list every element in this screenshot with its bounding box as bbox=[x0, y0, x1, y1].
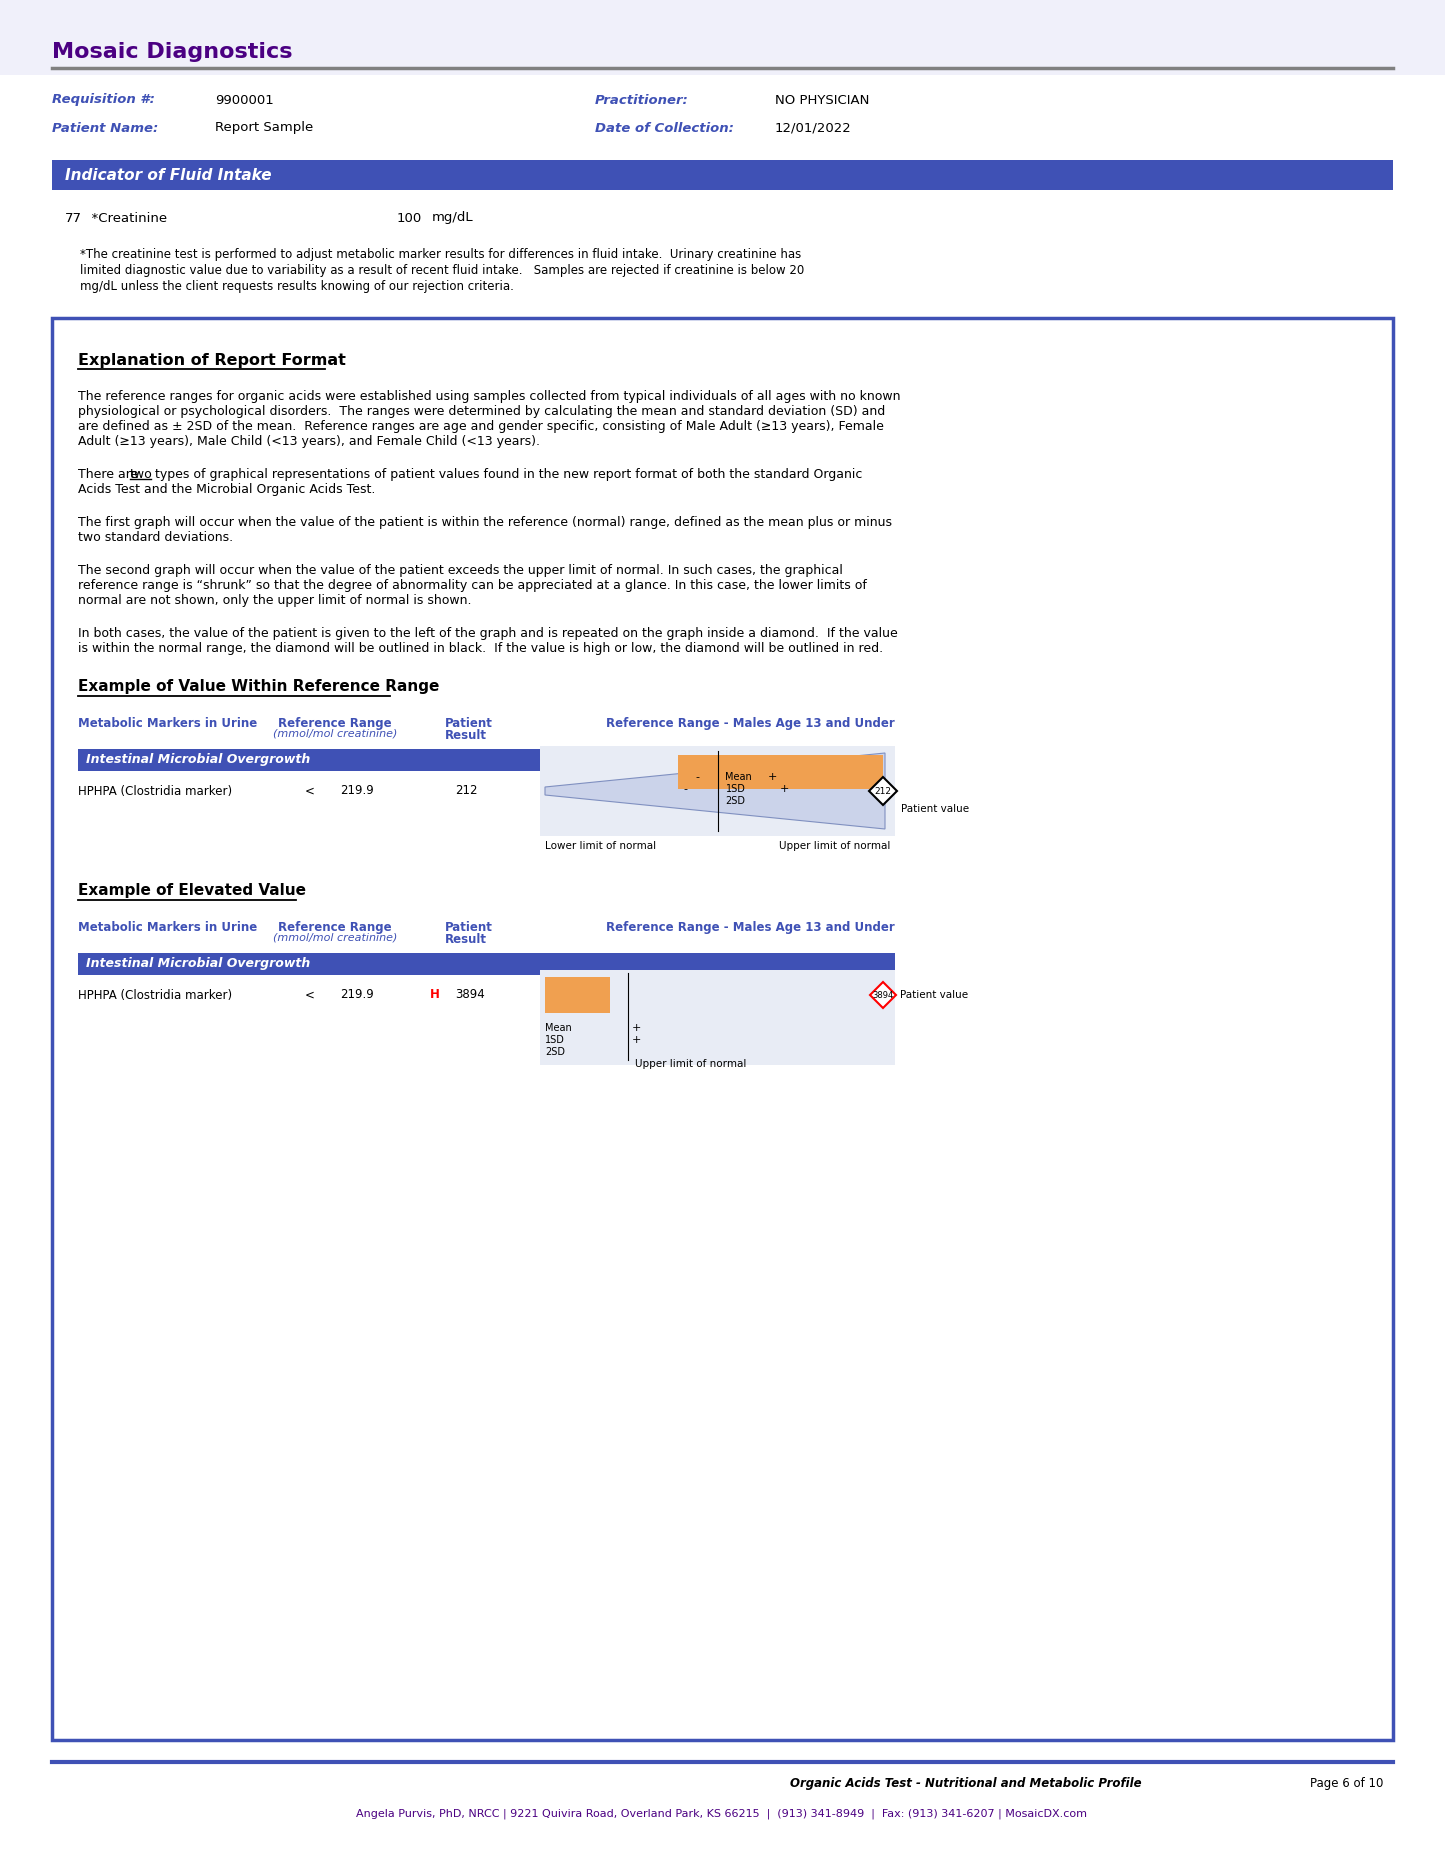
Text: Patient value: Patient value bbox=[902, 804, 970, 813]
FancyBboxPatch shape bbox=[678, 755, 883, 789]
Text: two: two bbox=[130, 468, 153, 481]
Text: reference range is “shrunk” so that the degree of abnormality can be appreciated: reference range is “shrunk” so that the … bbox=[78, 580, 867, 593]
Text: Patient: Patient bbox=[445, 716, 493, 729]
Text: Reference Range - Males Age 13 and Under: Reference Range - Males Age 13 and Under bbox=[605, 922, 894, 933]
Text: HPHPA (Clostridia marker): HPHPA (Clostridia marker) bbox=[78, 989, 233, 1002]
Text: Page 6 of 10: Page 6 of 10 bbox=[1311, 1778, 1383, 1790]
Text: 1SD: 1SD bbox=[545, 1034, 565, 1045]
Text: Reference Range - Males Age 13 and Under: Reference Range - Males Age 13 and Under bbox=[605, 716, 894, 729]
FancyBboxPatch shape bbox=[52, 318, 1393, 1739]
Text: 77: 77 bbox=[65, 211, 82, 224]
Text: +: + bbox=[631, 1034, 642, 1045]
Text: +: + bbox=[767, 772, 777, 782]
Text: Intestinal Microbial Overgrowth: Intestinal Microbial Overgrowth bbox=[87, 754, 311, 767]
Text: 2SD: 2SD bbox=[545, 1047, 565, 1057]
Text: +: + bbox=[631, 1023, 642, 1032]
Text: NO PHYSICIAN: NO PHYSICIAN bbox=[775, 94, 870, 107]
Text: Patient value: Patient value bbox=[900, 989, 968, 1000]
Text: Example of Value Within Reference Range: Example of Value Within Reference Range bbox=[78, 679, 439, 694]
Text: <: < bbox=[305, 785, 315, 797]
FancyBboxPatch shape bbox=[52, 161, 1393, 191]
Text: Indicator of Fluid Intake: Indicator of Fluid Intake bbox=[65, 168, 272, 183]
FancyBboxPatch shape bbox=[78, 954, 894, 974]
Text: Intestinal Microbial Overgrowth: Intestinal Microbial Overgrowth bbox=[87, 957, 311, 971]
Text: Angela Purvis, PhD, NRCC | 9221 Quivira Road, Overland Park, KS 66215  |  (913) : Angela Purvis, PhD, NRCC | 9221 Quivira … bbox=[357, 1808, 1088, 1820]
Text: The first graph will occur when the value of the patient is within the reference: The first graph will occur when the valu… bbox=[78, 516, 892, 529]
Text: Organic Acids Test - Nutritional and Metabolic Profile: Organic Acids Test - Nutritional and Met… bbox=[790, 1778, 1142, 1790]
Text: 3894: 3894 bbox=[455, 989, 484, 1002]
Polygon shape bbox=[868, 778, 897, 804]
FancyBboxPatch shape bbox=[78, 750, 894, 770]
Text: Reference Range: Reference Range bbox=[279, 716, 392, 729]
FancyBboxPatch shape bbox=[540, 971, 894, 1066]
Text: Practitioner:: Practitioner: bbox=[595, 94, 689, 107]
FancyBboxPatch shape bbox=[0, 0, 1445, 75]
Text: H: H bbox=[431, 989, 439, 1002]
Polygon shape bbox=[610, 976, 629, 1014]
Text: +: + bbox=[779, 784, 789, 795]
Text: There are: There are bbox=[78, 468, 143, 481]
Text: Metabolic Markers in Urine: Metabolic Markers in Urine bbox=[78, 716, 257, 729]
Text: Acids Test and the Microbial Organic Acids Test.: Acids Test and the Microbial Organic Aci… bbox=[78, 482, 376, 496]
Text: 9900001: 9900001 bbox=[215, 94, 273, 107]
Text: Patient: Patient bbox=[445, 922, 493, 933]
Text: 219.9: 219.9 bbox=[340, 989, 374, 1002]
Text: (mmol/mol creatinine): (mmol/mol creatinine) bbox=[273, 933, 397, 942]
Text: types of graphical representations of patient values found in the new report for: types of graphical representations of pa… bbox=[150, 468, 863, 481]
Text: Requisition #:: Requisition #: bbox=[52, 94, 155, 107]
Text: two standard deviations.: two standard deviations. bbox=[78, 531, 233, 544]
Text: Adult (≥13 years), Male Child (<13 years), and Female Child (<13 years).: Adult (≥13 years), Male Child (<13 years… bbox=[78, 436, 540, 449]
FancyBboxPatch shape bbox=[540, 746, 894, 836]
Text: limited diagnostic value due to variability as a result of recent fluid intake. : limited diagnostic value due to variabil… bbox=[79, 264, 805, 277]
Text: Mean: Mean bbox=[725, 772, 753, 782]
Text: The reference ranges for organic acids were established using samples collected : The reference ranges for organic acids w… bbox=[78, 391, 900, 404]
Text: mg/dL unless the client requests results knowing of our rejection criteria.: mg/dL unless the client requests results… bbox=[79, 280, 514, 294]
Text: 3894: 3894 bbox=[873, 991, 893, 999]
Text: Lower limit of normal: Lower limit of normal bbox=[545, 842, 656, 851]
Text: 212: 212 bbox=[455, 785, 477, 797]
Text: 12/01/2022: 12/01/2022 bbox=[775, 122, 851, 135]
Text: Upper limit of normal: Upper limit of normal bbox=[634, 1058, 747, 1070]
Text: *Creatinine: *Creatinine bbox=[82, 211, 168, 224]
Text: Upper limit of normal: Upper limit of normal bbox=[779, 842, 890, 851]
Text: Mean: Mean bbox=[545, 1023, 572, 1032]
Text: Result: Result bbox=[445, 729, 487, 742]
FancyBboxPatch shape bbox=[545, 976, 610, 1014]
Text: 212: 212 bbox=[874, 787, 892, 795]
Text: 1SD: 1SD bbox=[725, 784, 746, 795]
Text: The second graph will occur when the value of the patient exceeds the upper limi: The second graph will occur when the val… bbox=[78, 565, 842, 578]
Text: physiological or psychological disorders.  The ranges were determined by calcula: physiological or psychological disorders… bbox=[78, 406, 886, 419]
Text: are defined as ± 2SD of the mean.  Reference ranges are age and gender specific,: are defined as ± 2SD of the mean. Refere… bbox=[78, 421, 884, 434]
Text: Report Sample: Report Sample bbox=[215, 122, 314, 135]
Polygon shape bbox=[545, 754, 884, 828]
Text: *The creatinine test is performed to adjust metabolic marker results for differe: *The creatinine test is performed to adj… bbox=[79, 249, 801, 262]
Text: is within the normal range, the diamond will be outlined in black.  If the value: is within the normal range, the diamond … bbox=[78, 641, 883, 654]
Text: Date of Collection:: Date of Collection: bbox=[595, 122, 734, 135]
Text: normal are not shown, only the upper limit of normal is shown.: normal are not shown, only the upper lim… bbox=[78, 595, 471, 608]
Text: In both cases, the value of the patient is given to the left of the graph and is: In both cases, the value of the patient … bbox=[78, 626, 897, 640]
Text: 219.9: 219.9 bbox=[340, 785, 374, 797]
Text: HPHPA (Clostridia marker): HPHPA (Clostridia marker) bbox=[78, 785, 233, 797]
Text: Reference Range: Reference Range bbox=[279, 922, 392, 933]
Text: 100: 100 bbox=[397, 211, 422, 224]
Text: Example of Elevated Value: Example of Elevated Value bbox=[78, 883, 306, 898]
Text: Explanation of Report Format: Explanation of Report Format bbox=[78, 353, 345, 368]
Text: Metabolic Markers in Urine: Metabolic Markers in Urine bbox=[78, 922, 257, 933]
Text: mg/dL: mg/dL bbox=[432, 211, 474, 224]
Text: (mmol/mol creatinine): (mmol/mol creatinine) bbox=[273, 729, 397, 739]
Polygon shape bbox=[870, 982, 896, 1008]
Text: 2SD: 2SD bbox=[725, 797, 746, 806]
Text: -: - bbox=[683, 784, 688, 795]
Text: <: < bbox=[305, 989, 315, 1002]
Text: -: - bbox=[695, 772, 699, 782]
Text: Mosaic Diagnostics: Mosaic Diagnostics bbox=[52, 41, 292, 62]
Text: Result: Result bbox=[445, 933, 487, 946]
Text: Patient Name:: Patient Name: bbox=[52, 122, 159, 135]
